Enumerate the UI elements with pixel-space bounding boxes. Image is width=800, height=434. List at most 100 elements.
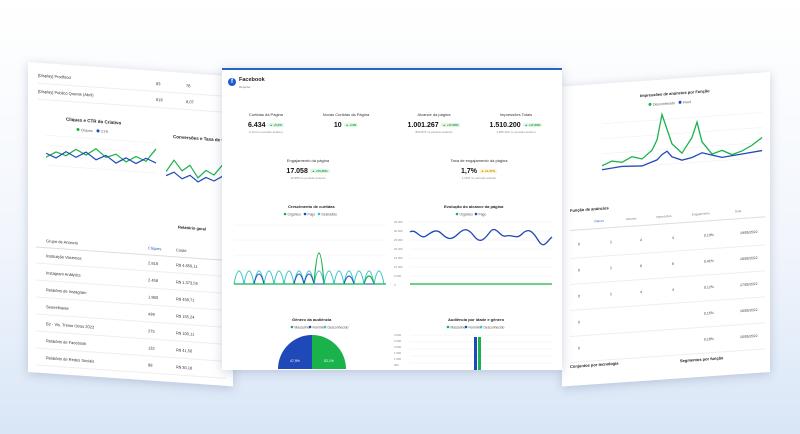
row-cell: 6 — [640, 263, 642, 269]
row-clicks: 275 — [148, 328, 155, 334]
row-cost: R$ 155,24 — [176, 313, 195, 320]
y-tick-label: 35.000 — [394, 220, 403, 224]
kpi-value: 6.434 — [248, 122, 266, 129]
pie-slice — [312, 335, 346, 369]
row-cell: 1 — [610, 240, 612, 245]
left-report-page: [Display] Prodfood 83 76 [Display] Publi… — [28, 62, 233, 387]
row-cell: 0,41% — [704, 258, 714, 264]
column-header: Data — [735, 209, 742, 214]
kpi-badge: ▲ +17,28% — [440, 123, 461, 128]
y-tick-label: 0 — [394, 369, 396, 370]
kpi-comparison: 1.286.302 no período anterior — [496, 130, 536, 134]
column-header[interactable]: Cliques — [148, 245, 162, 252]
legend-swatch — [317, 212, 321, 216]
likes-growth-chart: Orgânico Pago Desiludido — [233, 212, 386, 285]
row-label: Instituição Vacemos — [46, 253, 82, 261]
legend-swatch — [323, 325, 327, 329]
series-line — [166, 171, 231, 183]
series-line — [166, 159, 231, 179]
bar — [478, 337, 481, 370]
row-clicks: 1.983 — [148, 294, 159, 301]
legend-swatch — [96, 129, 100, 133]
pie-slice-label: 47,9% — [290, 359, 300, 363]
row-label: Relatório de Instagram — [46, 287, 87, 296]
row-cell: 2 — [610, 266, 612, 271]
row-cell: 0 — [578, 242, 580, 247]
legend-label: Feed — [683, 100, 691, 105]
kpi-new-likes: Novas Curtidas da Página 10 ▲ +100 — [306, 112, 386, 130]
legend-swatch — [76, 127, 80, 132]
row-cost: R$ 100,11 — [176, 330, 195, 337]
y-tick-label: 15.000 — [394, 256, 403, 260]
kpi-value: 1.001.267 — [407, 122, 439, 129]
section-title: Função de anúncios — [570, 205, 609, 213]
kpi-label: Taxa de engajamento da página — [450, 158, 508, 163]
kpi-value: 10 — [333, 122, 342, 129]
row-cell: 4 — [672, 287, 674, 292]
y-tick-label: 0 — [394, 283, 396, 287]
kpi-likes: Curtidas da Página 6.434 ▲ +5,2% 6.124 no… — [226, 112, 306, 134]
legend-swatch — [455, 212, 459, 216]
legend-swatch — [303, 212, 307, 216]
row-cell: 6 — [672, 261, 674, 266]
legend-swatch — [648, 102, 652, 106]
row-cell: 4 — [640, 289, 642, 295]
bar — [474, 337, 477, 370]
legend-label: Masculino — [451, 326, 466, 330]
section-title: Segmentos por função — [680, 355, 724, 364]
legend-label: Orgânico — [288, 213, 302, 217]
legend-swatch — [464, 325, 468, 329]
y-tick-label: 1.000 — [394, 357, 401, 361]
y-tick-label: 30.000 — [394, 229, 403, 233]
column-header[interactable]: Cliques — [594, 218, 605, 224]
kpi-badge: ▲ +100 — [343, 123, 359, 128]
row-cell: 16/05/2022 — [740, 307, 758, 314]
row-cell: 4 — [640, 237, 642, 243]
right-report-page: Impressões de anúncios por Função Descon… — [562, 72, 770, 387]
legend-label: CTR — [101, 130, 109, 135]
y-tick-label: 25.000 — [394, 238, 403, 242]
kpi-engagement: Engajamento da página 17.058 ▲ +55,30% 10… — [268, 158, 348, 180]
series-line — [45, 148, 157, 163]
conversions-chart — [166, 159, 231, 183]
legend-label: Orgânico — [460, 213, 474, 217]
y-tick-label: 2.000 — [394, 345, 401, 349]
chart-title: Crescimento de curtidas — [288, 204, 335, 209]
age-gender-chart: Masculino Feminino Desconhecido 3.000 2.5… — [394, 325, 552, 370]
page-subtitle: Reportei — [239, 85, 251, 89]
reach-evolution-chart: Orgânico Pago 35.000 30.000 25.000 20.000 15… — [394, 212, 553, 287]
y-tick-label: 20.000 — [394, 247, 403, 251]
row-clicks: 2.818 — [148, 260, 159, 267]
row-cell: 0,12% — [704, 284, 714, 290]
kpi-badge: ▲ +0,47% — [478, 169, 498, 174]
legend-label: Masculino — [295, 326, 310, 330]
row-cell: 1 — [610, 292, 612, 297]
row-cell: 18/05/2022 — [740, 255, 758, 262]
row-clicks: 98 — [148, 362, 153, 368]
row-label: Relatório de Redes Sociais — [46, 355, 95, 364]
y-tick-label: 5.000 — [394, 274, 401, 278]
kpi-badge: ▲ +55,30% — [309, 169, 330, 174]
kpi-impressions: Impressões Totais 1.510.200 ▲ +17,39% 1.2… — [476, 112, 556, 134]
clicks-ctr-chart: Cliques CTR — [45, 127, 157, 174]
row-label: [Display] Prodfood — [38, 72, 71, 80]
kpi-value: 17.058 — [286, 168, 308, 175]
section-title: Relatório geral — [178, 224, 207, 232]
row-cell: 15/05/2022 — [740, 333, 758, 340]
column-header: Impressões — [656, 213, 672, 219]
row-cell: 0 — [578, 268, 580, 273]
y-tick-label: 10.000 — [394, 265, 403, 269]
y-tick-label: 1.500 — [394, 351, 401, 355]
kpi-badge: ▲ +17,39% — [522, 123, 543, 128]
row-value: 83 — [156, 80, 161, 87]
row-label: Instagram Análytics — [46, 270, 81, 278]
chart-title: Audiência por idade e gênero — [448, 317, 505, 322]
y-tick-label: 3.000 — [394, 333, 401, 337]
row-label: B2 - Vis. Treino Otros 2022 — [46, 321, 95, 330]
row-cost: R$ 30,18 — [176, 364, 193, 371]
column-header: Alcance — [626, 216, 637, 222]
row-value: 8,07 — [186, 99, 194, 105]
row-label: [Display] Publico Quente (Abril) — [38, 88, 94, 98]
ad-function-table: 0 1 4 4 0,19% 19/05/2022 0 2 6 6 0,41% 18/05/2022 0 1… — [562, 72, 770, 363]
kpi-label: Engajamento da página — [286, 158, 330, 163]
